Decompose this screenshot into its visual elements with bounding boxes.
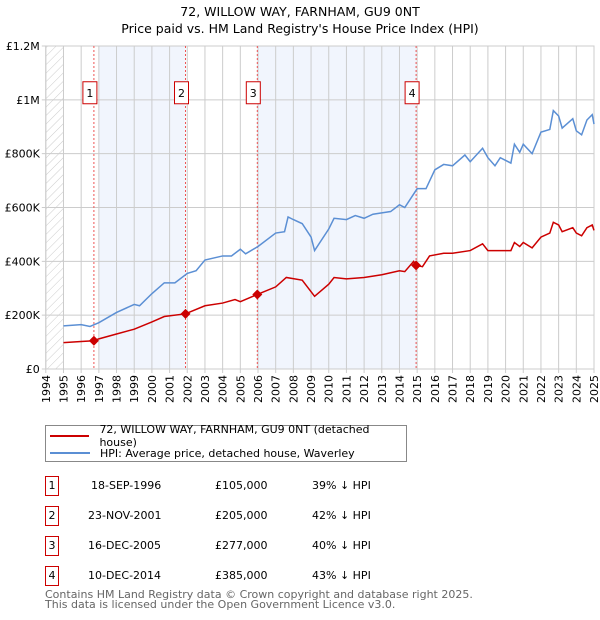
sale-id-box: 4 (45, 566, 59, 586)
x-tick-label: 2012 (358, 375, 371, 403)
chart-subtitle: Price paid vs. HM Land Registry's House … (121, 21, 479, 36)
sale-hpi-diff: 39% ↓ HPI (312, 479, 371, 492)
sale-marker-label: 2 (178, 87, 185, 100)
plot-area: 1994 1995 1996 1997 1998 1999 2000 2001 2002 2003… (5, 40, 600, 403)
sale-point (180, 308, 191, 319)
sale-point (252, 289, 263, 300)
chart-title: 72, WILLOW WAY, FARNHAM, GU9 0NT (180, 4, 420, 19)
x-tick-label: 1999 (128, 375, 141, 403)
sale-id-box: 1 (45, 476, 59, 496)
sale-marker-box (245, 81, 261, 105)
sale-marker-box (404, 81, 420, 105)
plot-border (45, 45, 595, 370)
x-tick-label: 2025 (588, 375, 600, 403)
footer-line: Contains HM Land Registry data © Crown c… (45, 588, 473, 601)
y-tick-label: £600K (5, 202, 41, 215)
x-tick-label: 2009 (305, 375, 318, 403)
y-tick-label: £1M (16, 94, 40, 107)
x-tick-label: 2024 (570, 375, 583, 403)
x-tick-label: 2020 (500, 375, 513, 403)
legend-swatch-red (50, 435, 90, 437)
sale-price: £277,000 (215, 539, 268, 552)
sale-hpi-diff: 42% ↓ HPI (312, 509, 371, 522)
sale-price: £105,000 (215, 479, 268, 492)
sale-id-box: 2 (45, 506, 59, 526)
x-tick-label: 1996 (75, 375, 88, 403)
sale-row: 2 23-NOV-2001 £205,000 42% ↓ HPI (45, 506, 445, 526)
sale-point (411, 260, 422, 271)
x-tick-label: 2013 (376, 375, 389, 403)
sale-date: 10-DEC-2014 (88, 569, 162, 582)
legend: 72, WILLOW WAY, FARNHAM, GU9 0NT (detach… (45, 423, 407, 462)
y-tick-label: £800K (5, 148, 41, 161)
sale-price: £205,000 (215, 509, 268, 522)
sale-row: 3 16-DEC-2005 £277,000 40% ↓ HPI (45, 536, 445, 556)
y-tick-label: £200K (5, 309, 41, 322)
x-tick-label: 2018 (464, 375, 477, 403)
sale-marker-label: 3 (250, 87, 257, 100)
sale-marker-box (174, 81, 190, 105)
sale-id-box: 3 (45, 536, 59, 556)
series-line-hpi (63, 109, 595, 328)
sale-hpi-diff: 43% ↓ HPI (312, 569, 371, 582)
legend-label: HPI: Average price, detached house, Wave… (100, 446, 355, 460)
x-tick-label: 2014 (393, 375, 406, 403)
y-tick-label: £400K (5, 255, 41, 268)
sale-date: 18-SEP-1996 (91, 479, 162, 492)
x-tick-label: 1994 (40, 375, 53, 403)
x-tick-label: 2011 (340, 375, 353, 403)
sale-date: 23-NOV-2001 (88, 509, 162, 522)
footer: Contains HM Land Registry data © Crown c… (45, 588, 473, 611)
sale-hpi-diff: 40% ↓ HPI (312, 539, 371, 552)
x-tick-label: 2003 (199, 375, 212, 403)
x-tick-label: 2008 (287, 375, 300, 403)
legend-item-property: 72, WILLOW WAY, FARNHAM, GU9 0NT (detach… (50, 423, 406, 449)
series-line-property (63, 221, 595, 344)
x-tick-label: 2010 (323, 375, 336, 403)
sale-price: £385,000 (215, 569, 268, 582)
legend-swatch-blue (50, 452, 90, 454)
sale-marker-label: 1 (86, 87, 93, 100)
y-tick-label: £0 (26, 363, 40, 376)
x-tick-label: 2007 (270, 375, 283, 403)
sale-marker-box (82, 81, 98, 105)
x-tick-label: 2006 (252, 375, 265, 403)
sale-date: 16-DEC-2005 (88, 539, 162, 552)
footer-line: This data is licensed under the Open Gov… (45, 598, 396, 611)
x-tick-label: 1998 (111, 375, 124, 403)
legend-item-hpi: HPI: Average price, detached house, Wave… (50, 445, 355, 461)
sale-row: 1 18-SEP-1996 £105,000 39% ↓ HPI (45, 476, 445, 496)
y-tick-label: £1.2M (6, 40, 40, 53)
x-tick-label: 1997 (93, 375, 106, 403)
x-tick-label: 2023 (553, 375, 566, 403)
sale-point (88, 335, 99, 346)
x-tick-label: 2016 (429, 375, 442, 403)
sale-marker-label: 4 (409, 87, 416, 100)
legend-label: 72, WILLOW WAY, FARNHAM, GU9 0NT (detach… (99, 423, 370, 449)
x-tick-label: 2021 (517, 375, 530, 403)
x-tick-label: 2000 (146, 375, 159, 403)
x-tick-label: 2015 (411, 375, 424, 403)
x-tick-label: 2017 (447, 375, 460, 403)
x-tick-label: 1995 (57, 375, 70, 403)
x-tick-label: 2019 (482, 375, 495, 403)
x-tick-label: 2004 (217, 375, 230, 403)
x-tick-label: 2002 (181, 375, 194, 403)
x-tick-label: 2001 (164, 375, 177, 403)
x-tick-label: 2005 (234, 375, 247, 403)
sale-row: 4 10-DEC-2014 £385,000 43% ↓ HPI (45, 566, 445, 586)
x-tick-label: 2022 (535, 375, 548, 403)
